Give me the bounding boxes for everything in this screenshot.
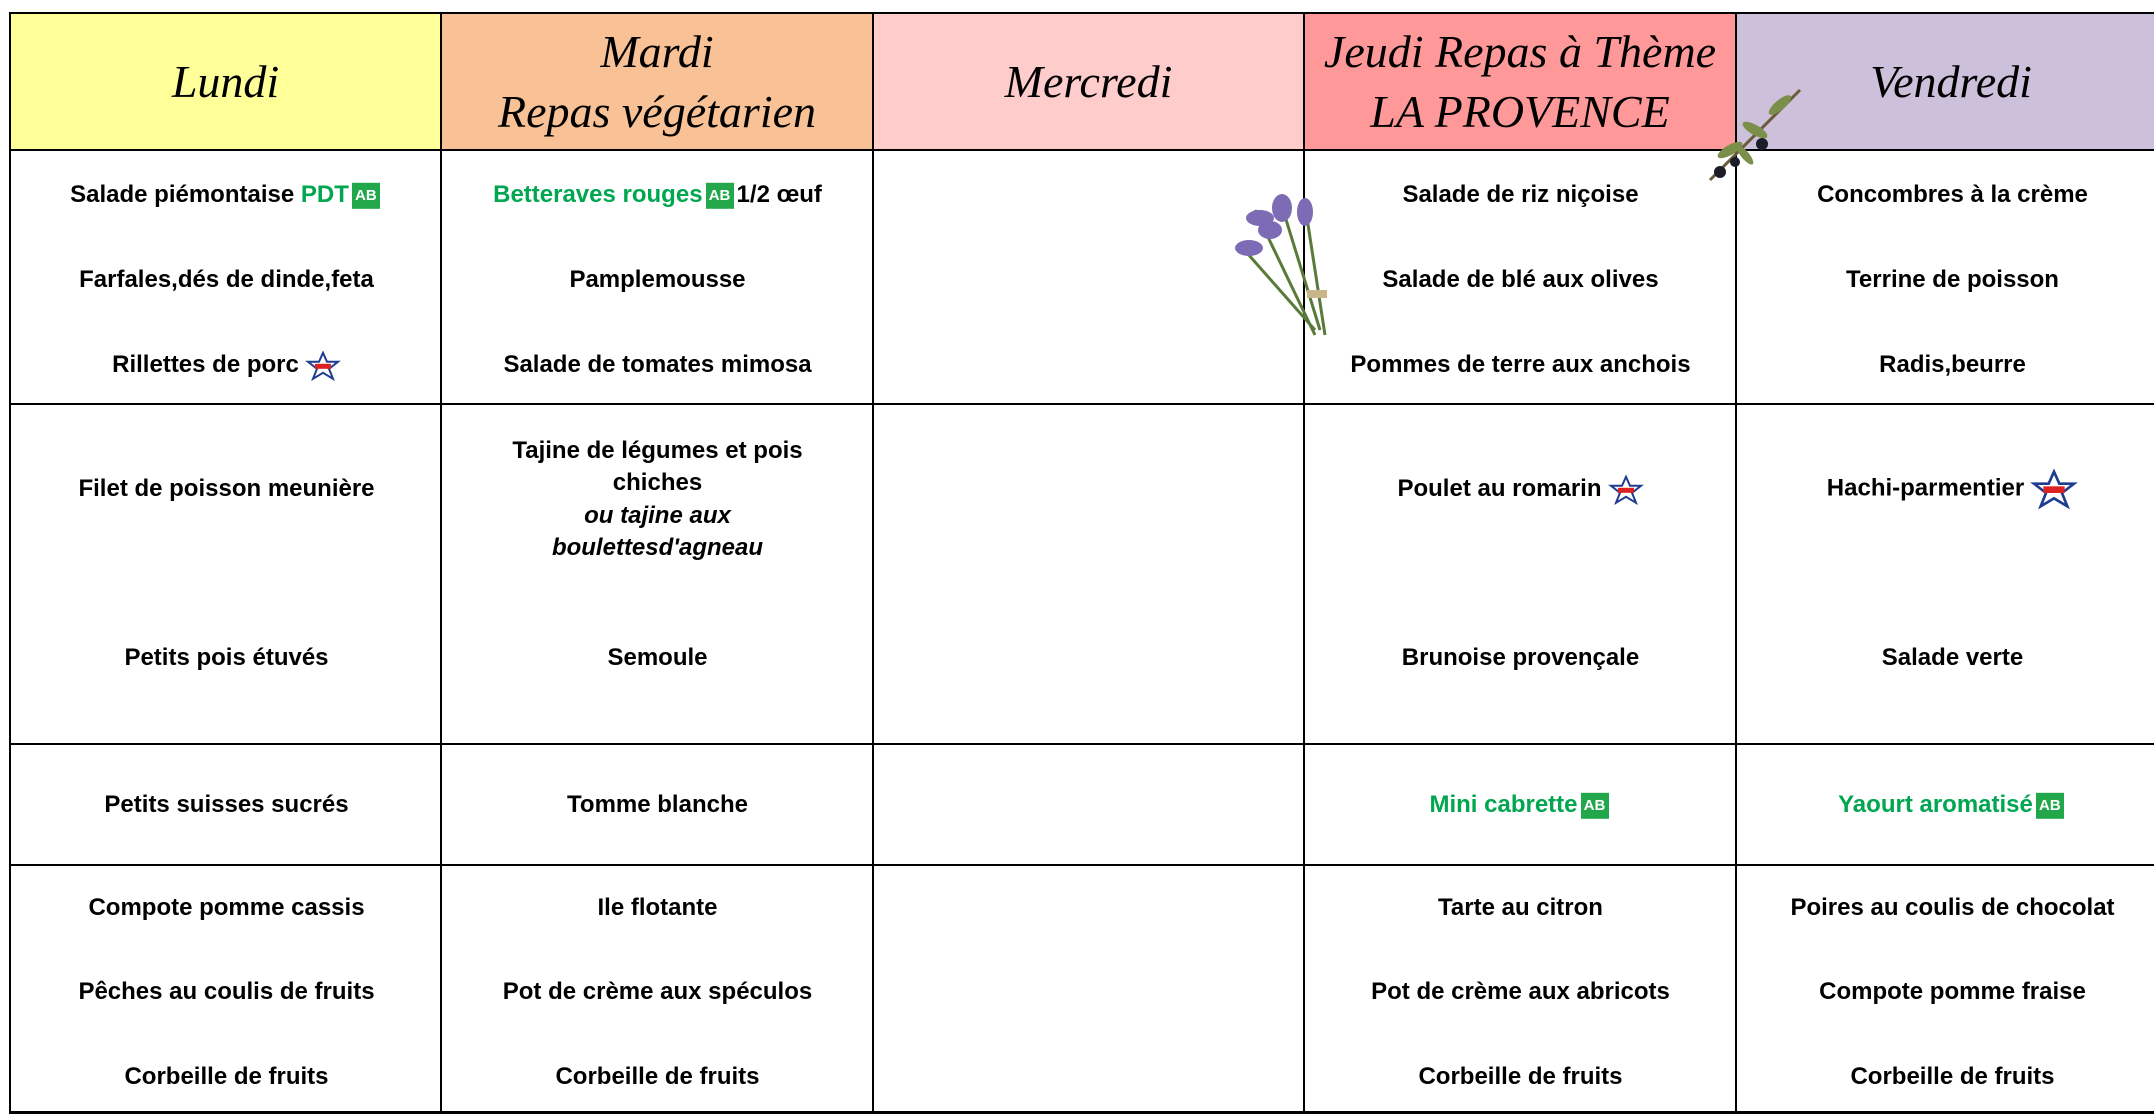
header-text: LA PROVENCE	[1370, 85, 1670, 137]
header-cell: Lundi	[11, 14, 442, 151]
item-text: Tajine de légumes et pois chiches	[512, 437, 803, 497]
menu-item: Rillettes de porc	[11, 349, 442, 381]
menu-item: Petits pois étuvés	[124, 643, 329, 671]
header-text: Mercredi	[1004, 55, 1173, 107]
grid-cell	[874, 745, 1305, 866]
header-cell: Jeudi Repas à Thème LA PROVENCE	[1305, 14, 1737, 151]
menu-item: Corbeille de fruits	[124, 1062, 329, 1090]
header-text: Jeudi Repas à Thème	[1323, 25, 1717, 77]
menu-item: Pêches au coulis de fruits	[78, 977, 375, 1005]
item-text: Salade piémontaise	[70, 180, 295, 208]
menu-item: Salade de blé aux olives	[1382, 265, 1659, 293]
table-frame	[9, 12, 2154, 1114]
grid-cell	[11, 866, 442, 1113]
menu-item: Salade verte	[1881, 643, 2024, 671]
header-text: Mardi	[600, 25, 714, 77]
grid-cell	[874, 405, 1305, 745]
bio-logo: AB	[351, 182, 380, 209]
grid-cell	[11, 745, 442, 866]
item-text: Mini cabrette	[1429, 790, 1578, 818]
bio-logo: AB	[705, 182, 734, 209]
menu-item: Farfales,dés de dinde,feta	[79, 265, 374, 293]
menu-item: Corbeille de fruits	[1418, 1062, 1623, 1090]
menu-item: Radis,beurre	[1879, 350, 2026, 378]
header-text: Repas végétarien	[497, 85, 817, 137]
menu-item: Pot de crème aux abricots	[1371, 977, 1670, 1005]
origin-logo	[2030, 469, 2079, 509]
menu-item: Corbeille de fruits	[555, 1062, 760, 1090]
menu-item: Hachi-parmentier	[1737, 469, 2154, 509]
origin-logo	[1607, 474, 1644, 505]
grid-cell	[11, 405, 442, 745]
item-text: Betteraves rouges	[493, 180, 703, 208]
menu-item: Petits suisses sucrés	[104, 790, 349, 818]
header-cell: Mardi Repas végétarien	[442, 14, 874, 151]
grid-cell	[442, 151, 874, 405]
item-text: Yaourt aromatisé	[1838, 790, 2033, 818]
bio-logo: AB	[1580, 792, 1609, 819]
menu-item: Pot de crème aux spéculos	[502, 977, 813, 1005]
menu-item: Tomme blanche	[567, 790, 748, 818]
header-text: Vendredi	[1870, 55, 2032, 107]
menu-item: Pamplemousse	[569, 265, 746, 293]
bio-logo: AB	[2035, 792, 2064, 819]
grid-cell	[1305, 405, 1737, 745]
item-text: Poulet au romarin	[1397, 474, 1602, 502]
grid-cell	[1305, 151, 1737, 405]
grid-cell	[11, 151, 442, 405]
item-text: Hachi-parmentier	[1826, 474, 2025, 502]
header-cell: Vendredi	[1737, 14, 2154, 151]
olive-image	[1708, 88, 1802, 182]
header-text: Lundi	[171, 55, 280, 107]
lavender-image	[1235, 194, 1327, 336]
origin-logo	[304, 350, 341, 381]
menu-item: Pommes de terre aux anchois	[1350, 350, 1691, 378]
grid-cell	[1737, 405, 2154, 745]
menu-item: Brunoise provençale	[1401, 643, 1640, 671]
menu-item: Salade de riz niçoise	[1402, 180, 1639, 208]
grid-cell	[442, 745, 874, 866]
grid-cell	[874, 866, 1305, 1113]
item-text: PDT	[300, 180, 349, 208]
menu-item: Poulet au romarin	[1305, 473, 1736, 505]
menu-item: Betteraves rouges AB 1/2 œuf	[442, 179, 873, 211]
grid-cell	[442, 405, 874, 745]
item-text: ou tajine aux boulettesd'agneau	[551, 502, 764, 562]
menu-item: Filet de poisson meunière	[78, 474, 375, 502]
grid-cell	[1305, 866, 1737, 1113]
menu-item: Compote pomme fraise	[1819, 977, 2086, 1005]
grid-cell	[1737, 151, 2154, 405]
grid-cell	[1737, 745, 2154, 866]
grid-cell	[1305, 745, 1737, 866]
item-text: Rillettes de porc	[112, 350, 299, 378]
menu-item: Concombres à la crème	[1817, 180, 2088, 208]
menu-item: Compote pomme cassis	[88, 893, 365, 921]
menu-item: Yaourt aromatisé AB	[1737, 789, 2154, 821]
menu-item: Salade piémontaise PDT AB	[11, 179, 442, 211]
menu-item: Corbeille de fruits	[1850, 1062, 2055, 1090]
menu-item: Tarte au citron	[1438, 893, 1603, 921]
menu-item: Semoule	[607, 643, 708, 671]
menu-item: Tajine de légumes et pois chiches ou taji…	[500, 435, 815, 565]
header-cell: Mercredi	[874, 14, 1305, 151]
item-text: 1/2 œuf	[736, 180, 822, 208]
grid-cell	[442, 866, 874, 1113]
menu-item: Mini cabrette AB	[1305, 789, 1736, 821]
menu-item: Poires au coulis de chocolat	[1790, 893, 2115, 921]
menu-item: Terrine de poisson	[1846, 265, 2059, 293]
menu-item: Ile flotante	[597, 893, 718, 921]
menu-item: Salade de tomates mimosa	[503, 350, 812, 378]
grid-cell	[1737, 866, 2154, 1113]
